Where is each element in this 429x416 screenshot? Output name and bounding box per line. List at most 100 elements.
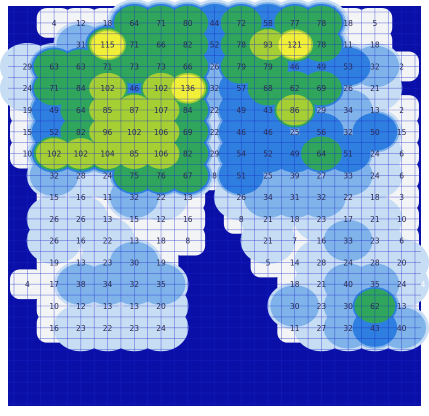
cell-value-label: 66	[183, 62, 193, 71]
cell-value-label: 19	[49, 258, 59, 267]
edge-value-label: 4	[421, 280, 426, 289]
cell-value-label: 12	[156, 215, 166, 224]
cell-value-label: 52	[210, 41, 220, 50]
cell-value-label: 49	[236, 106, 246, 115]
cell-value-label: 28	[317, 258, 327, 267]
cell-value-label: 51	[343, 150, 353, 159]
cell-value-label: 31	[290, 193, 300, 202]
cell-value-label: 32	[130, 280, 140, 289]
cell-value-label: 73	[156, 62, 166, 71]
cell-value-label: 102	[127, 128, 142, 137]
cell-value-label: 8	[185, 237, 190, 246]
cell-value-label: 16	[183, 215, 193, 224]
cell-value-label: 121	[288, 41, 303, 50]
cell-value-label: 85	[103, 106, 113, 115]
cell-value-label: 12	[76, 302, 86, 311]
cell-value-label: 24	[397, 280, 407, 289]
cell-value-label: 85	[130, 150, 140, 159]
cell-value-label: 32	[49, 171, 59, 180]
cell-value-label: 28	[370, 258, 380, 267]
cell-value-label: 26	[49, 215, 59, 224]
cell-value-label: 24	[370, 150, 380, 159]
cell-value-label: 11	[290, 324, 300, 333]
cell-value-label: 6	[399, 237, 404, 246]
cell-value-label: 26	[210, 62, 220, 71]
cell-value-label: 4	[25, 280, 30, 289]
cell-value-label: 71	[130, 41, 140, 50]
cell-value-label: 18	[370, 41, 380, 50]
cell-value-label: 31	[76, 41, 86, 50]
cell-value-label: 26	[76, 215, 86, 224]
cell-value-label: 30	[343, 302, 353, 311]
cell-value-label: 3	[399, 193, 404, 202]
cell-value-label: 62	[370, 302, 380, 311]
cell-value-label: 34	[103, 280, 113, 289]
cell-value-label: 67	[183, 171, 193, 180]
cell-value-label: 13	[130, 237, 140, 246]
cell-value-label: 10	[23, 150, 33, 159]
cell-value-label: 106	[154, 128, 169, 137]
cell-value-label: 24	[343, 258, 353, 267]
cell-value-label: 73	[130, 62, 140, 71]
cell-value-label: 72	[236, 19, 246, 28]
cell-value-label: 63	[76, 62, 86, 71]
cell-value-label: 18	[290, 280, 300, 289]
cell-value-label: 32	[343, 128, 353, 137]
cell-value-label: 28	[76, 171, 86, 180]
cell-value-label: 58	[263, 19, 273, 28]
cell-value-label: 106	[154, 150, 169, 159]
cell-value-label: 32	[130, 193, 140, 202]
cell-value-label: 77	[290, 19, 300, 28]
cell-value-label: 43	[263, 106, 273, 115]
cell-value-label: 46	[290, 62, 300, 71]
cell-value-label: 27	[317, 324, 327, 333]
cell-value-label: 22	[210, 128, 220, 137]
cell-value-label: 13	[397, 302, 407, 311]
cell-value-label: 34	[343, 106, 353, 115]
cell-value-label: 102	[154, 84, 169, 93]
cell-value-label: 104	[100, 150, 115, 159]
cell-value-label: 49	[317, 62, 327, 71]
cell-value-label: 54	[236, 150, 246, 159]
cell-value-label: 30	[130, 258, 140, 267]
cell-value-label: 78	[317, 19, 327, 28]
cell-value-label: 20	[156, 302, 166, 311]
cell-value-label: 69	[317, 84, 327, 93]
cell-value-label: 16	[76, 237, 86, 246]
cell-value-label: 78	[317, 41, 327, 50]
cell-value-label: 20	[397, 258, 407, 267]
cell-value-label: 24	[156, 324, 166, 333]
cell-value-label: 18	[156, 237, 166, 246]
cell-value-label: 32	[317, 193, 327, 202]
cell-value-label: 15	[397, 128, 407, 137]
cell-value-label: 15	[23, 128, 33, 137]
cell-value-label: 16	[76, 193, 86, 202]
cell-value-label: 40	[343, 280, 353, 289]
cell-value-label: 52	[49, 128, 59, 137]
cell-value-label: 32	[343, 324, 353, 333]
cell-value-label: 69	[183, 128, 193, 137]
cell-value-label: 34	[263, 193, 273, 202]
cell-value-label: 23	[130, 324, 140, 333]
cell-value-label: 33	[343, 237, 353, 246]
cell-value-label: 35	[156, 280, 166, 289]
cell-value-label: 33	[343, 171, 353, 180]
cell-value-label: 32	[210, 84, 220, 93]
cell-value-label: 82	[183, 41, 193, 50]
cell-value-label: 19	[23, 106, 33, 115]
cell-value-label: 39	[290, 171, 300, 180]
cell-value-label: 13	[103, 302, 113, 311]
cell-value-label: 4	[52, 19, 57, 28]
cell-value-label: 25	[290, 128, 300, 137]
cell-value-label: 12	[76, 19, 86, 28]
cell-value-label: 84	[183, 106, 193, 115]
cell-value-label: 86	[290, 106, 300, 115]
cell-value-label: 75	[130, 171, 140, 180]
cell-value-label: 50	[370, 128, 380, 137]
cell-value-label: 71	[156, 19, 166, 28]
cell-value-label: 64	[130, 19, 140, 28]
cell-value-label: 35	[370, 280, 380, 289]
cell-value-label: 8	[212, 171, 217, 180]
cell-value-label: 40	[397, 324, 407, 333]
